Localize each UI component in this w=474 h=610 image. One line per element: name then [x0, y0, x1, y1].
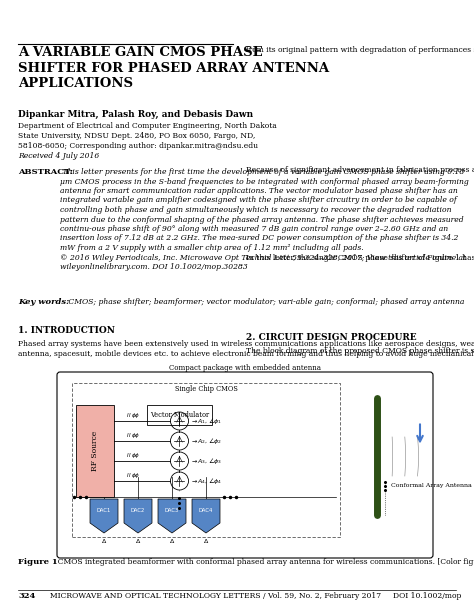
Text: $I\,I\,\phi\phi$: $I\,I\,\phi\phi$: [126, 470, 140, 479]
Text: DAC1: DAC1: [97, 509, 111, 514]
Polygon shape: [124, 499, 152, 533]
Text: $I\,I\,\phi\phi$: $I\,I\,\phi\phi$: [126, 451, 140, 459]
Text: Key words:: Key words:: [18, 298, 69, 306]
Polygon shape: [90, 499, 118, 533]
Text: DAC4: DAC4: [199, 509, 213, 514]
Text: $\Delta$: $\Delta$: [203, 537, 209, 545]
Text: 1. INTRODUCTION: 1. INTRODUCTION: [18, 326, 115, 335]
Text: 2. CIRCUIT DESIGN PROCEDURE: 2. CIRCUIT DESIGN PROCEDURE: [246, 333, 417, 342]
Text: Phased array systems have been extensively used in wireless communications appli: Phased array systems have been extensive…: [18, 340, 474, 357]
Text: Figure 1: Figure 1: [18, 558, 58, 566]
Text: A VARIABLE GAIN CMOS PHASE
SHIFTER FOR PHASED ARRAY ANTENNA
APPLICATIONS: A VARIABLE GAIN CMOS PHASE SHIFTER FOR P…: [18, 46, 329, 90]
Text: $\rightarrow A_3,\angle\phi_3$: $\rightarrow A_3,\angle\phi_3$: [191, 456, 223, 466]
Text: Department of Electrical and Computer Engineering, North Dakota
State University: Department of Electrical and Computer En…: [18, 122, 277, 149]
Text: Conformal Array Antenna: Conformal Array Antenna: [391, 484, 472, 489]
Text: 324: 324: [18, 592, 36, 600]
Text: Dipankar Mitra, Palash Roy, and Debasis Dawn: Dipankar Mitra, Palash Roy, and Debasis …: [18, 110, 253, 119]
Text: DAC2: DAC2: [131, 509, 145, 514]
Text: from its original pattern with degradation of performances such as radiation ang: from its original pattern with degradati…: [246, 46, 474, 54]
Text: Because of significant advancement in fabrication process and rapid device scali: Because of significant advancement in fa…: [246, 166, 474, 174]
Polygon shape: [192, 499, 220, 533]
Text: CMOS integrated beamformer with conformal phased array antenna for wireless comm: CMOS integrated beamformer with conforma…: [53, 558, 474, 566]
Text: CMOS; phase shifter; beamformer; vector modulator; vari-able gain; conformal; ph: CMOS; phase shifter; beamformer; vector …: [66, 298, 465, 306]
Text: Received 4 July 2016: Received 4 July 2016: [18, 152, 99, 160]
Text: DAC3: DAC3: [165, 509, 179, 514]
Text: Single Chip CMOS: Single Chip CMOS: [174, 385, 237, 393]
Text: $\rightarrow A_1,\angle\phi_1$: $\rightarrow A_1,\angle\phi_1$: [191, 416, 223, 426]
Text: $\Delta$: $\Delta$: [135, 537, 141, 545]
Text: The block diagram of the proposed CMOS phase shifter is shown in Figure 2. A dou: The block diagram of the proposed CMOS p…: [246, 347, 474, 355]
Text: This letter presents for the first time the development of a variable gain CMOS : This letter presents for the first time …: [60, 168, 469, 271]
Text: $\rightarrow A_4,\angle\phi_4$: $\rightarrow A_4,\angle\phi_4$: [191, 476, 223, 486]
Polygon shape: [158, 499, 186, 533]
Text: $\Delta$: $\Delta$: [169, 537, 175, 545]
Bar: [76, 405, 114, 497]
Bar: [147, 405, 212, 425]
Text: $I\,I\,\phi\phi$: $I\,I\,\phi\phi$: [126, 411, 140, 420]
Text: $I\,I\,\phi\phi$: $I\,I\,\phi\phi$: [126, 431, 140, 439]
Text: $\rightarrow A_2,\angle\phi_2$: $\rightarrow A_2,\angle\phi_2$: [191, 436, 223, 446]
Text: ABSTRACT:: ABSTRACT:: [18, 168, 73, 176]
Text: In this letter, the single CMOS phase shifter of Figure 1 has been developed in : In this letter, the single CMOS phase sh…: [246, 254, 474, 262]
Text: RF Source: RF Source: [91, 431, 99, 471]
Bar: [72, 383, 340, 537]
FancyBboxPatch shape: [57, 372, 433, 558]
Text: Compact package with embedded antenna: Compact package with embedded antenna: [169, 364, 321, 372]
Text: Vector Modulator: Vector Modulator: [150, 411, 209, 419]
Text: $\Delta$: $\Delta$: [101, 537, 107, 545]
Text: MICROWAVE AND OPTICAL TECHNOLOGY LETTERS / Vol. 59, No. 2, February 2017     DOI: MICROWAVE AND OPTICAL TECHNOLOGY LETTERS…: [38, 592, 461, 600]
